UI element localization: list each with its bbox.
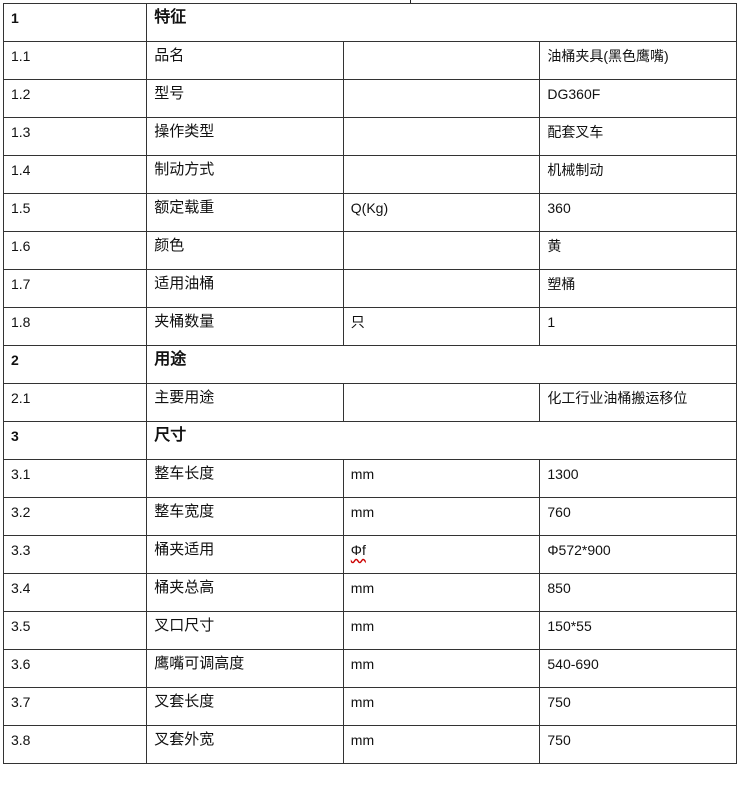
- section-header-row: 1 特征: [2, 3, 737, 42]
- item-value: Φ572*900: [539, 535, 737, 574]
- column-divider: [410, 0, 411, 3]
- item-value: 油桶夹具(黑色鹰嘴): [539, 41, 737, 80]
- item-value: 750: [539, 725, 737, 764]
- item-number: 3.2: [2, 497, 148, 536]
- item-name: 叉口尺寸: [146, 611, 344, 650]
- section-title: 尺寸: [146, 421, 737, 460]
- table-top-edge: [0, 0, 740, 3]
- item-number: 3.1: [2, 459, 148, 498]
- table-row: 1.3 操作类型 配套叉车: [2, 117, 737, 156]
- item-name: 主要用途: [146, 383, 344, 422]
- table-row: 1.7 适用油桶 塑桶: [2, 269, 737, 308]
- table-row: 2.1 主要用途 化工行业油桶搬运移位: [2, 383, 737, 422]
- item-unit: 只: [342, 307, 541, 346]
- item-unit: mm: [342, 497, 541, 536]
- table-row: 3.1 整车长度 mm 1300: [2, 459, 737, 498]
- item-number: 3.7: [2, 687, 148, 726]
- item-unit: [342, 117, 541, 156]
- item-name: 叉套长度: [146, 687, 344, 726]
- item-number: 1.1: [2, 41, 148, 80]
- table-row: 3.2 整车宽度 mm 760: [2, 497, 737, 536]
- table-row: 3.6 鹰嘴可调高度 mm 540-690: [2, 649, 737, 688]
- item-number: 1.5: [2, 193, 148, 232]
- item-value: 1300: [539, 459, 737, 498]
- table-row: 1.4 制动方式 机械制动: [2, 155, 737, 194]
- table-row: 1.5 额定载重 Q(Kg) 360: [2, 193, 737, 232]
- item-unit: [342, 269, 541, 308]
- item-unit: [342, 79, 541, 118]
- item-number: 1: [2, 3, 148, 42]
- item-unit: [342, 231, 541, 270]
- item-number: 2.1: [2, 383, 148, 422]
- item-name: 额定载重: [146, 193, 344, 232]
- item-name: 桶夹适用: [146, 535, 344, 574]
- item-name: 品名: [146, 41, 344, 80]
- item-number: 3.3: [2, 535, 148, 574]
- table-row: 1.2 型号 DG360F: [2, 79, 737, 118]
- item-name: 整车宽度: [146, 497, 344, 536]
- table-row: 3.4 桶夹总高 mm 850: [2, 573, 737, 612]
- item-unit: Φf: [342, 535, 541, 574]
- item-name: 适用油桶: [146, 269, 344, 308]
- table-row: 3.5 叉口尺寸 mm 150*55: [2, 611, 737, 650]
- item-number: 3.8: [2, 725, 148, 764]
- item-unit: mm: [342, 687, 541, 726]
- item-number: 3.6: [2, 649, 148, 688]
- item-number: 3.4: [2, 573, 148, 612]
- table-row: 1.6 颜色 黄: [2, 231, 737, 270]
- item-unit: [342, 41, 541, 80]
- item-value: 360: [539, 193, 737, 232]
- table-row: 3.3 桶夹适用 Φf Φ572*900: [2, 535, 737, 574]
- item-name: 操作类型: [146, 117, 344, 156]
- item-name: 鹰嘴可调高度: [146, 649, 344, 688]
- item-number: 2: [2, 345, 148, 384]
- table-row: 3.8 叉套外宽 mm 750: [2, 725, 737, 764]
- item-unit: mm: [342, 459, 541, 498]
- item-unit: mm: [342, 611, 541, 650]
- item-name: 整车长度: [146, 459, 344, 498]
- item-name: 型号: [146, 79, 344, 118]
- item-value: 150*55: [539, 611, 737, 650]
- table-row: 1.8 夹桶数量只 1: [2, 307, 737, 346]
- item-value: 黄: [539, 231, 737, 270]
- section-title: 特征: [146, 3, 737, 42]
- item-unit: [342, 383, 541, 422]
- item-value: 850: [539, 573, 737, 612]
- item-name: 颜色: [146, 231, 344, 270]
- table-row: 1.1 品名 油桶夹具(黑色鹰嘴): [2, 41, 737, 80]
- item-name: 叉套外宽: [146, 725, 344, 764]
- item-number: 1.7: [2, 269, 148, 308]
- item-value: 750: [539, 687, 737, 726]
- table-row: 3.7 叉套长度 mm 750: [2, 687, 737, 726]
- item-unit: Q(Kg): [342, 193, 541, 232]
- item-value: 塑桶: [539, 269, 737, 308]
- item-name: 制动方式: [146, 155, 344, 194]
- item-name: 桶夹总高: [146, 573, 344, 612]
- item-value: 配套叉车: [539, 117, 737, 156]
- item-unit: mm: [342, 725, 541, 764]
- item-number: 3: [2, 421, 148, 460]
- item-name: 夹桶数量: [146, 307, 344, 346]
- item-unit: mm: [342, 649, 541, 688]
- item-unit: [342, 155, 541, 194]
- section-title: 用途: [146, 345, 737, 384]
- item-number: 1.6: [2, 231, 148, 270]
- section-header-row: 2 用途: [2, 345, 737, 384]
- item-value: DG360F: [539, 79, 737, 118]
- item-number: 1.8: [2, 307, 148, 346]
- item-value: 540-690: [539, 649, 737, 688]
- item-value: 机械制动: [539, 155, 737, 194]
- item-unit: mm: [342, 573, 541, 612]
- item-number: 3.5: [2, 611, 148, 650]
- item-number: 1.2: [2, 79, 148, 118]
- spec-table: 1 特征 1.1 品名 油桶夹具(黑色鹰嘴) 1.2 型号 DG360F 1.3 操作类型 配套叉车…: [2, 3, 737, 764]
- section-header-row: 3 尺寸: [2, 421, 737, 460]
- item-number: 1.3: [2, 117, 148, 156]
- item-number: 1.4: [2, 155, 148, 194]
- item-value: 760: [539, 497, 737, 536]
- item-value: 化工行业油桶搬运移位: [539, 383, 737, 422]
- item-value: 1: [539, 307, 737, 346]
